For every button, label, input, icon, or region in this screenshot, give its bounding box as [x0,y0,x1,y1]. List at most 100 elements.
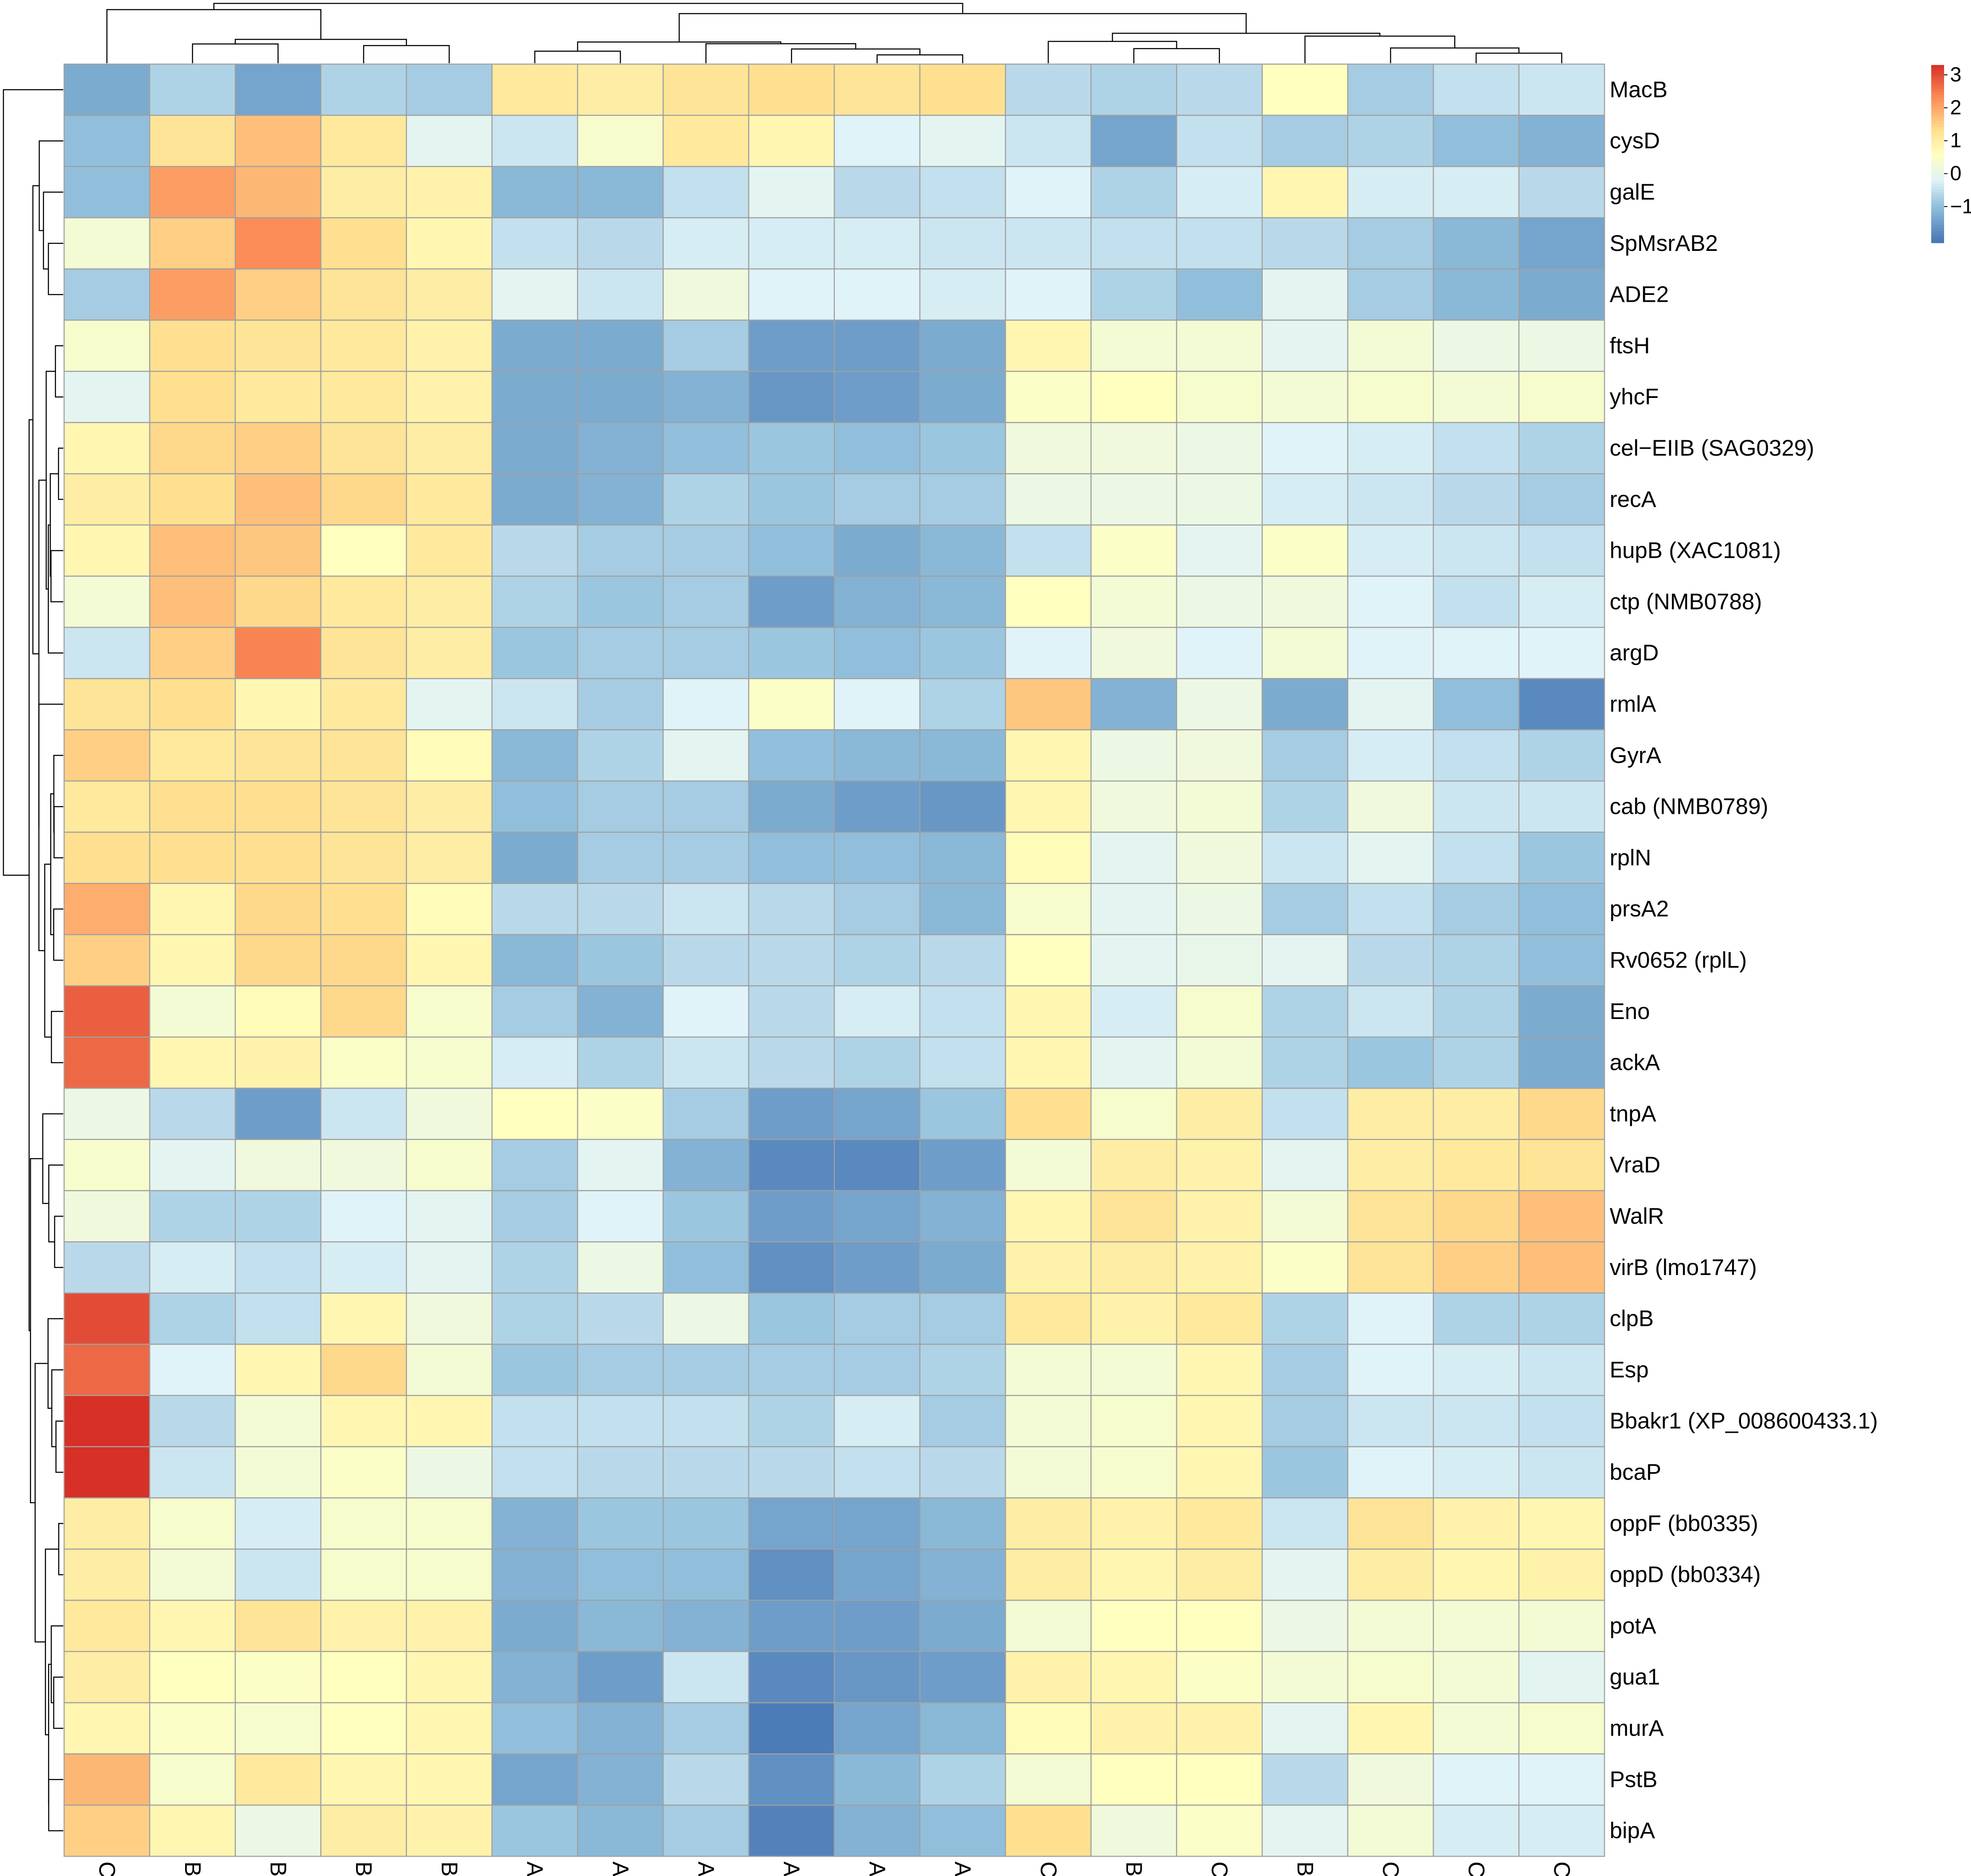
heatmap-cell [748,985,835,1038]
heatmap-cell [149,166,236,218]
legend-swatch [1931,106,1944,110]
heatmap-cell [919,883,1006,935]
heatmap-cell [577,63,664,116]
heatmap-cell [1261,217,1349,270]
heatmap-cell [1176,1446,1263,1499]
heatmap-cell [1347,1548,1434,1601]
heatmap-cell [1518,1087,1605,1140]
heatmap-cell [1347,1497,1434,1550]
heatmap-cell [63,729,150,782]
heatmap-cell [149,1343,236,1396]
heatmap-cell [834,166,921,218]
heatmap-cell [1347,524,1434,577]
legend-swatch [1931,216,1944,220]
heatmap-cell [149,678,236,730]
heatmap-cell [577,985,664,1038]
heatmap-cell [1090,883,1177,935]
heatmap-cell [149,371,236,423]
heatmap-cell [1432,575,1520,628]
heatmap-cell [1518,217,1605,270]
heatmap-cell [63,1036,150,1089]
heatmap-cell [320,934,407,987]
heatmap-cell [1347,780,1434,833]
heatmap-cell [663,729,749,782]
row-label: Eno [1610,999,1650,1024]
heatmap-cell [748,780,835,833]
heatmap-cell [834,1497,921,1550]
legend-swatch [1931,222,1944,226]
heatmap-cell [235,1292,321,1345]
heatmap-cell [1432,268,1520,321]
heatmap-cell [1432,1139,1520,1191]
heatmap-cell [1347,63,1434,116]
heatmap-cell [919,1190,1006,1243]
heatmap-cell [834,115,921,167]
heatmap-cell [63,268,150,321]
heatmap-cell [577,1702,664,1755]
heatmap-cell [919,627,1006,679]
heatmap-cell [919,422,1006,474]
legend-swatch [1931,68,1944,71]
heatmap-cell [1090,831,1177,884]
row-dendrogram-link [30,1158,43,1503]
heatmap-cell [1347,1036,1434,1089]
heatmap-cell [834,934,921,987]
heatmap-cell [406,985,493,1038]
heatmap-cell [919,268,1006,321]
heatmap-cell [1176,115,1263,167]
heatmap-cell [1005,1548,1092,1601]
heatmap-cell [406,831,493,884]
heatmap-cell [1432,1497,1520,1550]
heatmap-cell [748,1036,835,1089]
row-label: murA [1610,1716,1664,1741]
column-dendrogram-link [705,43,857,63]
heatmap-cell [63,1804,150,1857]
heatmap-cell [577,1190,664,1243]
heatmap-cell [834,1702,921,1755]
heatmap-cell [1090,1702,1177,1755]
legend-tick-label: 0 [1950,162,1962,185]
heatmap-cell [1518,1190,1605,1243]
heatmap-cell [1090,627,1177,679]
heatmap-cell [1261,729,1349,782]
heatmap-cell [149,831,236,884]
row-dendrogram-link [42,1113,63,1204]
legend-swatch [1931,148,1944,151]
heatmap-cell [406,63,493,116]
heatmap-cell [1518,1753,1605,1806]
heatmap-cell [577,1395,664,1447]
heatmap-cell [748,63,835,116]
heatmap-cell [748,1292,835,1345]
heatmap-cell [834,1139,921,1191]
heatmap-cell [1518,1702,1605,1755]
heatmap-cell [663,1343,749,1396]
heatmap-cell [320,1087,407,1140]
heatmap-cell [149,115,236,167]
heatmap-cell [748,217,835,270]
row-dendrogram-link [53,908,63,961]
heatmap-cell [1090,780,1177,833]
row-label: GyrA [1610,743,1662,768]
heatmap-cell [1261,371,1349,423]
heatmap-cell [663,934,749,987]
column-label: C5 [1378,1861,1403,1876]
heatmap-cell [1261,422,1349,474]
heatmap-cell [577,115,664,167]
heatmap-cell [149,1036,236,1089]
legend-swatch [1931,219,1944,223]
heatmap-cell [1090,678,1177,730]
heatmap-cell [1090,1548,1177,1601]
heatmap-cell [320,217,407,270]
heatmap-cell [63,1599,150,1652]
heatmap-cell [63,1343,150,1396]
heatmap-cell [663,1241,749,1294]
heatmap-cell [1261,473,1349,526]
heatmap-cell [1432,1395,1520,1447]
heatmap-cell [834,729,921,782]
heatmap-cell [1518,627,1605,679]
heatmap-cell [1347,934,1434,987]
heatmap-cell [320,1651,407,1703]
heatmap-cell [1176,627,1263,679]
heatmap-cell [491,166,578,218]
heatmap-cell [663,575,749,628]
